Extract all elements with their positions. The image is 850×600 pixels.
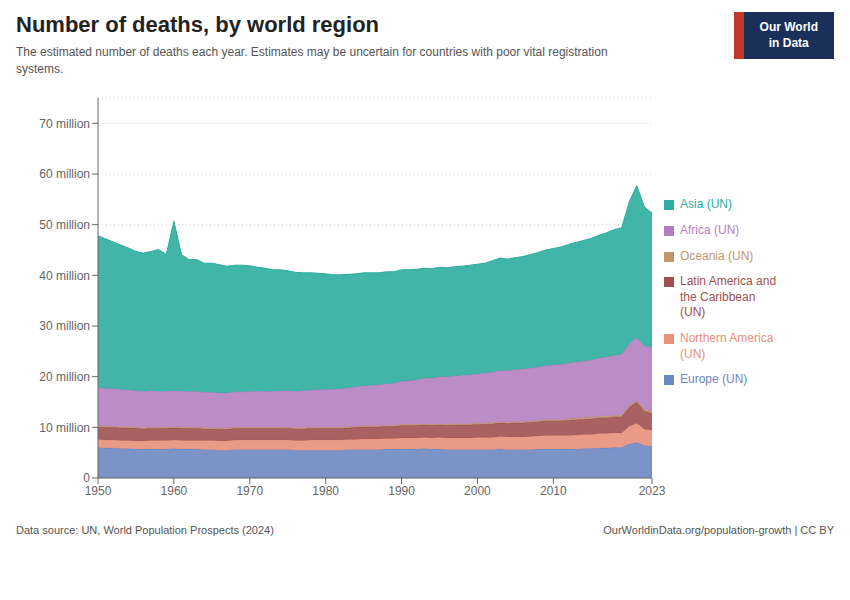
svg-text:50 million: 50 million	[39, 218, 90, 232]
svg-text:2000: 2000	[464, 483, 491, 497]
html-text:Africa (UN): Africa (UN)	[680, 223, 740, 237]
html-text:OurWorldinData.org/population-: OurWorldinData.org/population-growth | C…	[603, 523, 834, 536]
svg-text:1980: 1980	[312, 483, 339, 497]
html-text:Oceania (UN): Oceania (UN)	[680, 248, 754, 263]
html-text:Asia (UN): Asia (UN)	[680, 197, 732, 212]
svg-text:30 million: 30 million	[39, 319, 90, 333]
svg-text:20 million: 20 million	[39, 370, 90, 384]
html-text:Our World in Data: Our World in Data	[759, 20, 818, 50]
svg-text:2010: 2010	[540, 483, 567, 497]
svg-text:1990: 1990	[388, 483, 415, 497]
svg-text:2023: 2023	[639, 483, 666, 497]
svg-text:1960: 1960	[161, 483, 188, 497]
svg-text:60 million: 60 million	[39, 167, 90, 181]
html-text:Europe (UN): Europe (UN)	[680, 372, 748, 387]
html-text:Northern America (UN): Northern America (UN)	[680, 331, 774, 361]
svg-text:0: 0	[83, 471, 90, 485]
svg-text:40 million: 40 million	[39, 268, 90, 282]
html-text:Latin America and the Caribbea: Latin America and the Caribbean (UN)	[680, 274, 777, 320]
svg-text:10 million: 10 million	[39, 420, 90, 434]
html-text:The estimated number of deaths: The estimated number of deaths each year…	[16, 45, 608, 76]
svg-text:1970: 1970	[236, 483, 263, 497]
html-text:Number of deaths, by world reg: Number of deaths, by world region	[16, 12, 379, 37]
svg-text:70 million: 70 million	[39, 116, 90, 130]
svg-text:1950: 1950	[85, 483, 112, 497]
html-text:Data source: UN, World Populat: Data source: UN, World Population Prospe…	[16, 523, 274, 536]
